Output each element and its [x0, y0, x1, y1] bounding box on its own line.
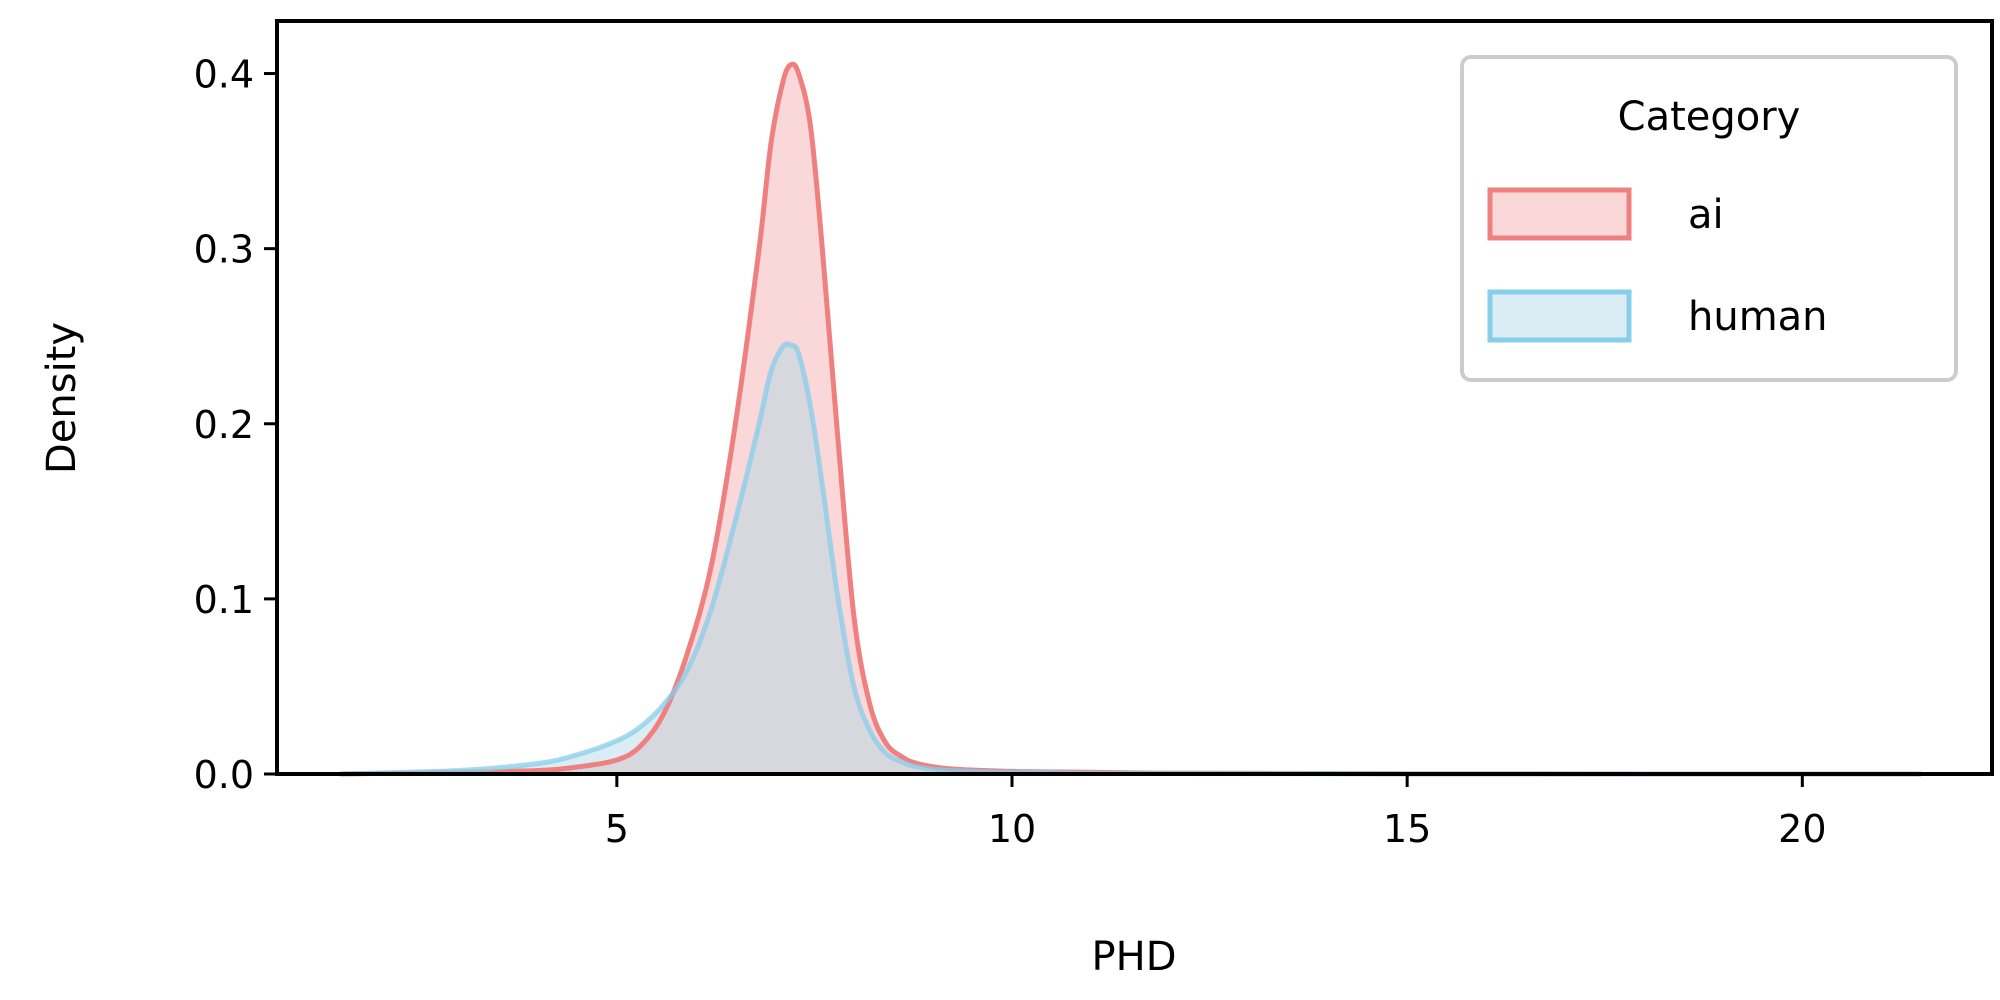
legend-title: Category: [1618, 94, 1801, 140]
y-tick-label: 0.3: [194, 228, 254, 272]
series-area-ai: [340, 64, 1921, 775]
series-area-human: [340, 343, 1921, 774]
x-tick-label: 10: [988, 807, 1036, 851]
x-tick-label: 5: [605, 807, 629, 851]
legend: Category ai human: [1460, 55, 1958, 382]
legend-swatch-human: [1487, 289, 1632, 343]
y-tick-label: 0.0: [194, 753, 254, 797]
legend-box: [1460, 55, 1958, 382]
series-line-human: [340, 341, 1921, 777]
y-axis-ticks: 0.0 0.1 0.2 0.3 0.4: [194, 53, 277, 797]
x-axis-ticks: 5 10 15 20: [605, 774, 1827, 851]
y-axis-label: Density: [39, 322, 85, 474]
x-tick-label: 15: [1383, 807, 1431, 851]
y-tick-label: 0.2: [194, 403, 254, 447]
y-tick-label: 0.4: [194, 53, 254, 97]
legend-label-human: human: [1688, 294, 1828, 340]
y-tick-label: 0.1: [194, 578, 254, 622]
x-tick-label: 20: [1778, 807, 1826, 851]
legend-label-ai: ai: [1688, 192, 1724, 238]
legend-entries: ai human: [1487, 187, 1828, 343]
plot-frame: [275, 19, 1994, 776]
x-axis-label: PHD: [1092, 934, 1177, 980]
legend-swatch-ai: [1487, 187, 1632, 241]
